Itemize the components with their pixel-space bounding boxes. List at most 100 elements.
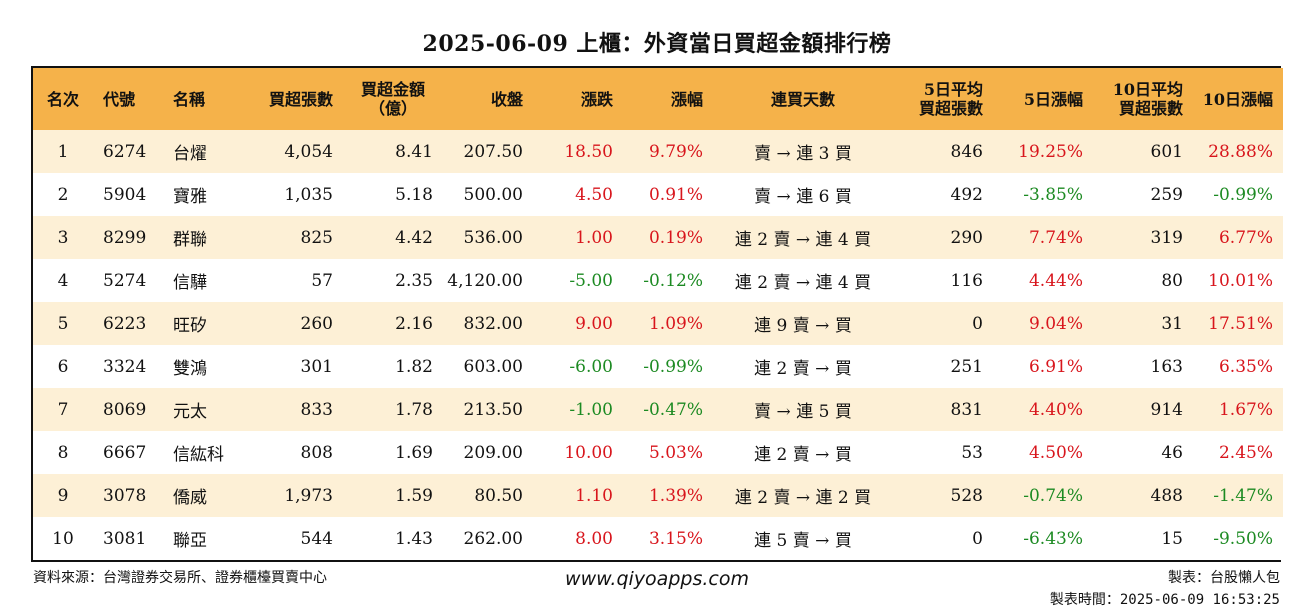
table-row: 5 6223 旺矽 260 2.16 832.00 9.00 1.09% 連 9 賣 → 買 0 9…: [33, 302, 1283, 345]
cell-10d-change: -1.47%: [1213, 485, 1273, 506]
cell-close: 209.00: [463, 442, 523, 463]
cell-5d-avg-lots: 251: [950, 356, 983, 377]
cell-change-pct: 9.79%: [648, 141, 703, 162]
header-rank: 名次: [46, 89, 79, 109]
cell-10d-avg-lots: 46: [1161, 442, 1183, 463]
table-row: 1 6274 台燿 4,054 8.41 207.50 18.50 9.79% 賣 → 連 3 …: [33, 130, 1283, 173]
cell-5d-change: 6.91%: [1028, 356, 1083, 377]
cell-5d-change: 7.74%: [1028, 227, 1083, 248]
cell-rank: 10: [52, 528, 74, 549]
cell-10d-avg-lots: 80: [1161, 270, 1183, 291]
cell-5d-avg-lots: 846: [950, 141, 983, 162]
cell-net-buy-amount: 2.35: [395, 270, 433, 291]
cell-rank: 1: [57, 141, 69, 162]
cell-10d-avg-lots: 914: [1150, 399, 1183, 420]
table-row: 2 5904 寶雅 1,035 5.18 500.00 4.50 0.91% 賣 → 連 6 買…: [33, 173, 1283, 216]
table-row: 3 8299 群聯 825 4.42 536.00 1.00 0.19% 連 2 賣 → 連 4…: [33, 216, 1283, 259]
cell-close: 536.00: [463, 227, 523, 248]
header-10d-avg-lots: 10日平均 買超張數: [1112, 80, 1183, 118]
cell-change: 8.00: [575, 528, 613, 549]
cell-10d-change: 6.35%: [1218, 356, 1273, 377]
cell-change-pct: 3.15%: [648, 528, 703, 549]
cell-5d-change: -3.85%: [1023, 184, 1083, 205]
cell-net-buy-amount: 1.43: [395, 528, 433, 549]
cell-code: 5274: [103, 270, 147, 291]
cell-close: 213.50: [463, 399, 523, 420]
cell-net-buy-amount: 4.42: [395, 227, 433, 248]
cell-5d-avg-lots: 831: [950, 399, 983, 420]
cell-rank: 5: [57, 313, 69, 334]
cell-code: 6667: [103, 442, 147, 463]
cell-net-buy-amount: 8.41: [395, 141, 433, 162]
header-buy-streak: 連買天數: [770, 89, 835, 109]
cell-net-buy-amount: 1.69: [395, 442, 433, 463]
data-source: 資料來源：台灣證券交易所、證券櫃檯買賣中心: [33, 570, 327, 586]
cell-code: 3078: [103, 485, 147, 506]
maker-label: 製表：台股懶人包: [1168, 570, 1280, 586]
cell-change-pct: 0.91%: [648, 184, 703, 205]
cell-change: 1.10: [575, 485, 613, 506]
table-row: 8 6667 信紘科 808 1.69 209.00 10.00 5.03% 連 2 賣 → 買…: [33, 431, 1283, 474]
cell-10d-avg-lots: 259: [1150, 184, 1183, 205]
cell-5d-avg-lots: 290: [950, 227, 983, 248]
header-5d-avg-lots: 5日平均 買超張數: [918, 80, 983, 118]
cell-10d-change: 28.88%: [1208, 141, 1273, 162]
cell-buy-streak: 連 2 賣 → 連 4 買: [734, 273, 872, 293]
cell-5d-change: 4.40%: [1028, 399, 1083, 420]
cell-net-buy-lots: 301: [300, 356, 333, 377]
cell-10d-change: 17.51%: [1208, 313, 1273, 334]
cell-10d-avg-lots: 15: [1161, 528, 1183, 549]
cell-close: 500.00: [463, 184, 523, 205]
cell-buy-streak: 連 5 賣 → 買: [754, 531, 852, 551]
cell-code: 8299: [103, 227, 147, 248]
cell-change-pct: 1.09%: [648, 313, 703, 334]
cell-buy-streak: 連 9 賣 → 買: [754, 316, 852, 336]
cell-close: 207.50: [463, 141, 523, 162]
table-row: 10 3081 聯亞 544 1.43 262.00 8.00 3.15% 連 5 賣 → 買 0…: [33, 517, 1283, 560]
cell-name: 信驊: [173, 273, 207, 293]
cell-name: 台燿: [173, 144, 207, 164]
cell-net-buy-lots: 825: [300, 227, 333, 248]
cell-buy-streak: 連 2 賣 → 連 2 買: [734, 488, 872, 508]
cell-10d-change: 2.45%: [1218, 442, 1273, 463]
header-code: 代號: [103, 89, 136, 109]
cell-name: 旺矽: [173, 316, 207, 336]
cell-change: -5.00: [569, 270, 613, 291]
cell-name: 寶雅: [173, 187, 207, 207]
cell-code: 3324: [103, 356, 147, 377]
cell-5d-avg-lots: 528: [950, 485, 983, 506]
cell-code: 8069: [103, 399, 147, 420]
cell-change-pct: 1.39%: [648, 485, 703, 506]
table-row: 7 8069 元太 833 1.78 213.50 -1.00 -0.47% 賣 → 連 5 買…: [33, 388, 1283, 431]
cell-change: 9.00: [575, 313, 613, 334]
table-row: 9 3078 僑威 1,973 1.59 80.50 1.10 1.39% 連 2 賣 → 連 …: [33, 474, 1283, 517]
cell-net-buy-amount: 1.59: [395, 485, 433, 506]
cell-change-pct: 0.19%: [648, 227, 703, 248]
cell-net-buy-lots: 1,035: [284, 184, 333, 205]
cell-net-buy-lots: 808: [300, 442, 333, 463]
cell-5d-avg-lots: 116: [950, 270, 983, 291]
cell-5d-change: 4.44%: [1028, 270, 1083, 291]
cell-10d-change: 10.01%: [1208, 270, 1273, 291]
header-net-buy-amount: 買超金額 （億）: [360, 80, 425, 118]
cell-5d-avg-lots: 0: [972, 528, 983, 549]
cell-10d-avg-lots: 601: [1150, 141, 1183, 162]
cell-close: 603.00: [463, 356, 523, 377]
page-title: 2025-06-09 上櫃：外資當日買超金額排行榜: [422, 31, 892, 57]
cell-net-buy-amount: 5.18: [395, 184, 433, 205]
ranking-table-container: 名次 代號 名稱 買超張數 買超金額 （億） 收盤 漲跌 漲幅 連買天數 5日平…: [31, 66, 1283, 562]
cell-net-buy-amount: 1.82: [395, 356, 433, 377]
header-change-pct: 漲幅: [670, 89, 703, 109]
cell-name: 信紘科: [173, 445, 224, 465]
cell-rank: 6: [57, 356, 69, 377]
cell-code: 6223: [103, 313, 147, 334]
cell-rank: 4: [57, 270, 69, 291]
cell-close: 832.00: [463, 313, 523, 334]
cell-change-pct: -0.12%: [643, 270, 703, 291]
cell-net-buy-lots: 4,054: [284, 141, 333, 162]
cell-net-buy-lots: 260: [300, 313, 333, 334]
cell-buy-streak: 賣 → 連 3 買: [754, 144, 852, 164]
cell-rank: 3: [57, 227, 69, 248]
cell-rank: 8: [57, 442, 69, 463]
cell-5d-change: -0.74%: [1023, 485, 1083, 506]
